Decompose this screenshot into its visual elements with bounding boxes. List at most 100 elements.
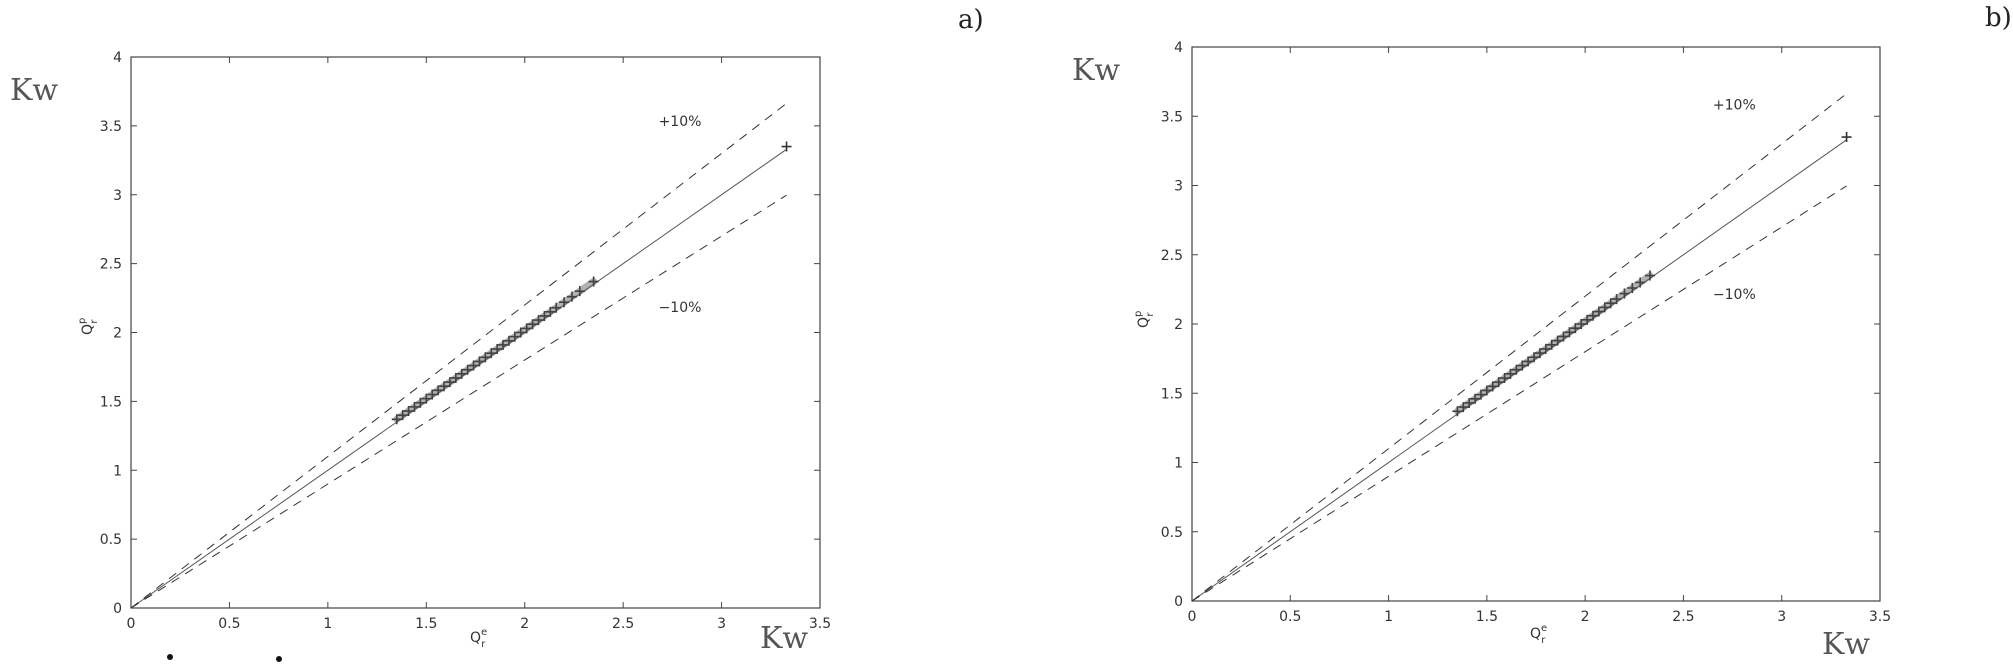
data-point-marker — [1470, 393, 1481, 404]
data-point-marker — [474, 356, 485, 367]
minus-ten-percent-line — [1191, 185, 1847, 602]
y-tick-label: 0.5 — [1161, 525, 1183, 541]
data-point-marker — [433, 385, 444, 396]
data-point-marker — [1588, 310, 1599, 321]
data-point-marker — [1599, 302, 1610, 313]
x-axis-label-sub: r — [481, 639, 486, 650]
y-tick-label: 3 — [1174, 179, 1183, 195]
data-point-marker — [1487, 381, 1498, 392]
data-point-marker — [1505, 368, 1516, 379]
data-point-marker — [533, 315, 544, 326]
data-point-marker — [427, 389, 438, 400]
y-tick-label: 1 — [1174, 456, 1183, 472]
x-unit-label: Kw — [760, 621, 808, 656]
data-point-marker — [415, 397, 426, 408]
data-point-marker — [462, 364, 473, 375]
data-point-marker — [781, 141, 792, 152]
minus-ten-percent-label: −10% — [1713, 287, 1756, 303]
data-point-marker — [1464, 397, 1475, 408]
y-tick-label: 1 — [113, 463, 122, 479]
data-point-marker — [539, 310, 550, 321]
data-point-marker — [1458, 402, 1469, 413]
y-tick-label: 4 — [1174, 40, 1183, 56]
plot-frame — [130, 56, 821, 609]
data-point-marker — [397, 410, 408, 421]
x-axis-label-sup: e — [481, 627, 487, 638]
y-tick-label: 0 — [113, 601, 122, 617]
data-point-marker — [574, 286, 585, 297]
data-point-marker — [588, 276, 599, 287]
x-tick-label: 0 — [127, 616, 136, 632]
chart-panel-a: 0 0.5 1 1.5 2 2.5 3 3.5 0 0.5 1 1.5 2 2.5 3 3.5 4 +10% −10… — [10, 5, 984, 656]
data-point-marker — [439, 381, 450, 392]
y-axis-label-sup: p — [1133, 311, 1144, 317]
plot-frame — [1191, 46, 1881, 602]
data-point-marker — [521, 323, 532, 334]
panel-label: a) — [958, 5, 984, 35]
data-point-marker — [1452, 406, 1463, 417]
data-point-marker — [421, 393, 432, 404]
data-point-marker — [480, 352, 491, 363]
y-unit-label: Kw — [1072, 53, 1120, 88]
data-point-marker — [1552, 335, 1563, 346]
data-point-marker — [566, 291, 577, 302]
x-tick-label: 2 — [520, 616, 529, 632]
y-tick-label: 2 — [1174, 317, 1183, 333]
panel-label: b) — [1985, 3, 2012, 33]
data-point-marker — [1576, 319, 1587, 329]
data-point-marker — [391, 414, 402, 425]
y-axis-label: Qpr — [1133, 311, 1156, 328]
data-point-marker — [1546, 339, 1557, 350]
y-tick-label: 2 — [113, 326, 122, 342]
data-point-marker — [456, 368, 467, 379]
data-point-marker — [515, 327, 526, 338]
data-point-marker — [1635, 277, 1646, 288]
y-tick-label: 1.5 — [100, 394, 122, 410]
y-axis-label-sub: r — [89, 319, 100, 324]
data-point-marker — [1593, 306, 1604, 317]
data-point-cluster — [393, 278, 598, 423]
y-tick-label: 0.5 — [100, 532, 122, 548]
data-point-marker — [444, 377, 455, 388]
y-tick-label: 4 — [113, 50, 122, 66]
scan-dot — [167, 654, 173, 660]
x-axis-label: Qe r — [470, 627, 487, 650]
data-point-marker — [503, 335, 514, 346]
data-point-marker — [1529, 352, 1540, 363]
data-point-marker — [1534, 348, 1545, 359]
plus-ten-percent-line — [130, 103, 787, 609]
data-point-marker — [1570, 323, 1581, 334]
data-point-marker — [1611, 294, 1622, 305]
data-point-marker — [545, 306, 556, 317]
x-unit-label: Kw — [1822, 627, 1870, 662]
data-point-marker — [450, 372, 461, 383]
x-tick-label: 0.5 — [218, 616, 240, 632]
x-tick-label: 2.5 — [1672, 609, 1694, 625]
data-point-marker — [1619, 288, 1630, 299]
y-axis-label-sup: p — [77, 318, 88, 324]
x-axis-label-sub: r — [1541, 635, 1546, 646]
data-point-marker — [1645, 270, 1656, 281]
plus-ten-percent-label: +10% — [659, 114, 702, 130]
y-unit-label: Kw — [10, 73, 58, 108]
x-tick-label: 3 — [1777, 609, 1786, 625]
data-point-marker — [1499, 373, 1510, 384]
y-tick-label: 2.5 — [100, 257, 122, 273]
data-point-marker — [1582, 314, 1593, 325]
data-point-marker — [1605, 298, 1616, 309]
data-point-marker — [1517, 360, 1528, 371]
data-point-marker — [559, 297, 570, 308]
y-tick-label: 3 — [113, 188, 122, 204]
x-tick-label: 2 — [1581, 609, 1590, 625]
y-tick-label: 2.5 — [1161, 248, 1183, 264]
x-tick-label: 0 — [1188, 609, 1197, 625]
x-tick-label: 1.5 — [415, 616, 437, 632]
y-tick-label: 3.5 — [100, 119, 122, 135]
data-point-marker — [551, 302, 562, 313]
y-tick-label: 1.5 — [1161, 386, 1183, 402]
data-point-marker — [1558, 331, 1569, 342]
data-point-marker — [1511, 364, 1522, 375]
x-tick-label: 1.5 — [1476, 609, 1498, 625]
x-tick-label: 3.5 — [809, 616, 831, 632]
